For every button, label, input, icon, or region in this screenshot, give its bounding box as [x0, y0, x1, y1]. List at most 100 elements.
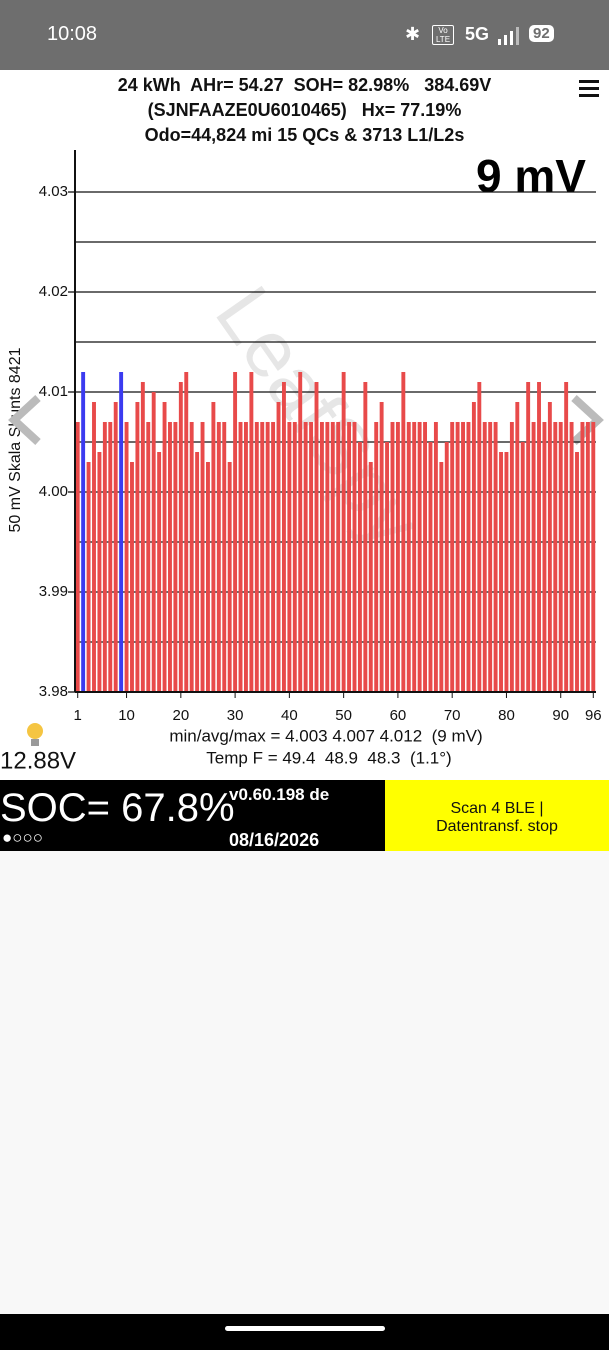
x-tick-label: 20	[172, 707, 189, 724]
y-tick-label: 4.00	[39, 483, 68, 500]
home-indicator[interactable]	[225, 1326, 385, 1331]
bar	[564, 382, 569, 692]
bar	[292, 422, 297, 692]
y-tick-label: 4.03	[39, 183, 68, 200]
x-tick-label: 60	[390, 707, 407, 724]
bar	[276, 402, 281, 692]
bulb-icon	[27, 723, 43, 746]
y-tick-label: 3.98	[39, 683, 68, 700]
bar	[108, 422, 113, 692]
x-tick-label: 1	[74, 707, 82, 724]
bar	[303, 422, 308, 692]
bar	[477, 382, 482, 692]
battery: 92	[529, 25, 554, 42]
stats: min/avg/max = 4.003 4.007 4.012 (9 mV)	[169, 726, 482, 745]
bar	[357, 442, 362, 692]
y-tick-label: 3.99	[39, 583, 68, 600]
header-line: 24 kWh AHr= 54.27 SOH= 82.98% 384.69V	[117, 75, 492, 95]
chart: LeafSpy 9 mV 50 mV Skala Shunts 8421 min…	[0, 150, 604, 774]
bar	[222, 422, 227, 692]
y-axis-label: 50 mV Skala Shunts 8421	[7, 347, 24, 532]
bar	[423, 422, 428, 692]
x-tick-label: 70	[444, 707, 461, 724]
bar	[553, 422, 558, 692]
bar	[233, 372, 238, 692]
bar	[374, 422, 379, 692]
bar	[537, 382, 541, 692]
bar	[140, 382, 145, 692]
bar	[569, 422, 574, 692]
status-bar: 10:08 ✱ Vo LTE 5G 92	[0, 0, 609, 70]
bar	[461, 422, 465, 692]
x-tick-label: 50	[335, 707, 352, 724]
y-tick-label: 4.01	[39, 383, 68, 400]
bar	[542, 422, 547, 692]
y-tick-label: 4.02	[39, 283, 68, 300]
bar	[368, 462, 373, 692]
bar	[341, 372, 346, 692]
network: 5G	[465, 24, 490, 44]
bar	[499, 452, 503, 692]
prev-arrow[interactable]	[8, 395, 41, 445]
bar	[558, 422, 563, 692]
bar	[575, 452, 579, 692]
button-text: Scan 4 BLE |	[450, 800, 544, 817]
bar	[439, 462, 444, 692]
bar	[254, 422, 259, 692]
bar	[130, 462, 134, 692]
x-tick-label: 90	[552, 707, 569, 724]
bar	[482, 422, 487, 692]
scan-button[interactable]: Scan 4 BLE | Datentransf. stop	[385, 780, 609, 851]
bar	[243, 422, 248, 692]
bar	[531, 422, 536, 692]
nav-bar	[0, 1314, 609, 1350]
bar	[330, 422, 335, 692]
bar	[211, 402, 216, 692]
bar	[520, 442, 525, 692]
bar	[347, 422, 352, 692]
bar	[97, 452, 102, 692]
button-text: Datentransf. stop	[436, 818, 558, 835]
bar	[455, 422, 460, 692]
bar	[385, 442, 390, 692]
bar	[157, 452, 162, 692]
bar	[547, 402, 552, 692]
date: 08/16/2026	[229, 830, 320, 850]
bar	[119, 372, 124, 692]
bar	[401, 372, 406, 692]
bar	[493, 422, 498, 692]
temp: Temp F = 49.4 48.9 48.3 (1.1°)	[206, 748, 451, 767]
bar	[146, 422, 151, 692]
signal-icon	[498, 27, 519, 45]
corner-label: 9 mV	[476, 150, 586, 202]
bar	[135, 402, 140, 692]
bar	[412, 422, 417, 692]
bar	[162, 402, 167, 692]
aux-voltage: 12.88V	[0, 747, 76, 774]
bar	[585, 422, 590, 692]
header-line: (SJNFAAZE0U6010465) Hx= 77.19%	[147, 100, 462, 120]
bar	[265, 422, 270, 692]
bar	[206, 462, 210, 692]
volte-icon: Vo LTE	[432, 25, 454, 45]
bar	[336, 422, 341, 692]
bar	[471, 402, 476, 692]
bar	[249, 372, 254, 692]
bar	[450, 422, 455, 692]
bar	[314, 382, 319, 692]
x-tick-label: 96	[585, 707, 602, 724]
bar	[395, 422, 400, 692]
bar	[417, 422, 422, 692]
bar	[86, 462, 91, 692]
bar	[515, 402, 520, 692]
menu-button[interactable]	[579, 79, 601, 99]
bar	[379, 402, 384, 692]
bar	[151, 392, 156, 692]
bar	[200, 422, 205, 692]
bar	[195, 452, 200, 692]
bar	[591, 422, 596, 692]
bar	[488, 422, 493, 692]
bar	[124, 422, 129, 692]
x-tick-label: 80	[498, 707, 515, 724]
